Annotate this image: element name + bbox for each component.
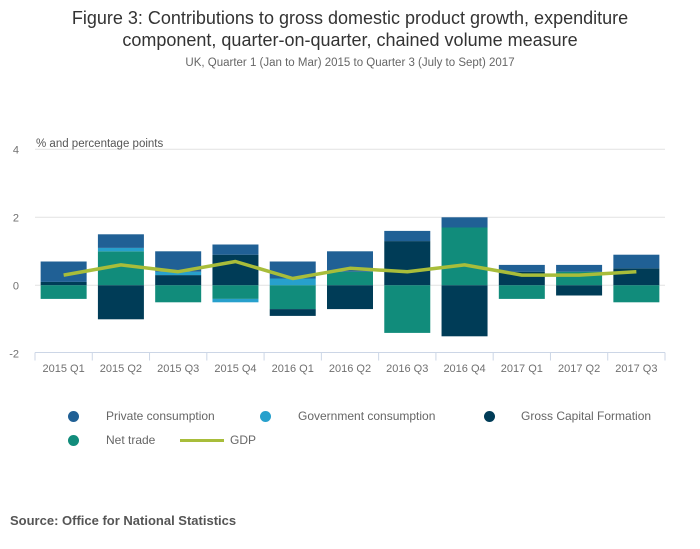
legend-item-government-consumption[interactable]: Government consumption [260, 406, 435, 426]
gdp-line-layer [63, 259, 637, 281]
bar-net-trade[interactable] [40, 285, 87, 299]
bar-gross-capital-formation[interactable] [155, 275, 202, 286]
bar-group-2015-q2 [97, 234, 144, 320]
bar-government-consumption[interactable] [212, 298, 259, 303]
bar-group-2017-q1 [498, 264, 545, 299]
x-tick-label: 2016 Q2 [329, 363, 371, 375]
legend-item-private-consumption[interactable]: Private consumption [68, 406, 215, 426]
bar-net-trade[interactable] [155, 285, 202, 303]
bar-gross-capital-formation[interactable] [441, 285, 488, 337]
bar-group-2015-q3 [155, 251, 202, 303]
y-axis-unit-label: % and percentage points [36, 138, 163, 150]
x-tick-label: 2015 Q1 [43, 363, 85, 375]
chart-title: Figure 3: Contributions to gross domesti… [0, 7, 700, 51]
legend-item-gdp[interactable]: GDP [180, 430, 256, 450]
chart-title-line-1: Figure 3: Contributions to gross domesti… [71, 8, 629, 28]
bar-net-trade[interactable] [212, 285, 259, 299]
legend-item-net-trade[interactable]: Net trade [68, 430, 155, 450]
bar-private-consumption[interactable] [441, 217, 488, 228]
bar-private-consumption[interactable] [97, 234, 144, 248]
source-note: Source: Office for National Statistics [10, 513, 237, 528]
bar-private-consumption[interactable] [40, 261, 87, 282]
bar-group-2016-q2 [327, 251, 373, 310]
x-tick-label: 2015 Q4 [214, 363, 256, 375]
bar-group-2017-q2 [556, 264, 603, 296]
bar-private-consumption[interactable] [613, 254, 660, 269]
bar-gross-capital-formation[interactable] [269, 309, 316, 316]
y-tick-label: 0 [13, 280, 19, 292]
legend-item-gross-capital-formation[interactable]: Gross Capital Formation [484, 406, 651, 426]
bar-private-consumption[interactable] [155, 251, 202, 272]
legend-label: Government consumption [298, 409, 436, 423]
bar-private-consumption[interactable] [556, 264, 603, 272]
bar-private-consumption[interactable] [498, 264, 545, 272]
x-tick-label: 2015 Q2 [100, 363, 142, 375]
x-tick-label: 2017 Q1 [501, 363, 543, 375]
bar-government-consumption[interactable] [97, 247, 144, 252]
legend-dot-icon [260, 410, 271, 422]
legend: Private consumption Government consumpti… [0, 404, 700, 454]
x-tick-label: 2017 Q3 [615, 363, 657, 375]
bar-net-trade[interactable] [613, 285, 660, 303]
bar-net-trade[interactable] [327, 271, 373, 286]
bar-private-consumption[interactable] [212, 244, 259, 255]
bar-group-2016-q1 [269, 261, 316, 316]
x-tick-label: 2017 Q2 [558, 363, 600, 375]
legend-label: Net trade [106, 433, 156, 447]
y-axis-ticks: -2 0 2 4 [9, 144, 19, 360]
x-tick-label: 2015 Q3 [157, 363, 199, 375]
x-tick-label: 2016 Q1 [272, 363, 314, 375]
chart-title-line-2: component, quarter-on-quarter, chained v… [122, 30, 578, 50]
bar-gross-capital-formation[interactable] [556, 285, 603, 296]
bar-gross-capital-formation[interactable] [613, 268, 660, 286]
legend-dot-icon [484, 410, 495, 422]
legend-label: Private consumption [106, 409, 215, 423]
bar-gross-capital-formation[interactable] [384, 241, 431, 286]
bar-net-trade[interactable] [498, 285, 545, 299]
y-tick-label: -2 [9, 348, 19, 360]
bar-group-2015-q4 [212, 244, 259, 303]
bar-group-2017-q3 [613, 254, 660, 303]
bar-group-2016-q4 [441, 217, 488, 337]
y-tick-label: 4 [13, 144, 19, 156]
legend-line-icon [180, 438, 224, 442]
bars [40, 217, 660, 337]
bar-gross-capital-formation[interactable] [327, 285, 373, 310]
bar-group-2016-q3 [384, 230, 431, 333]
bar-private-consumption[interactable] [384, 230, 431, 242]
legend-label: GDP [230, 433, 257, 447]
x-tick-label: 2016 Q4 [443, 363, 485, 375]
legend-label: Gross Capital Formation [521, 409, 652, 423]
chart-subtitle: UK, Quarter 1 (Jan to Mar) 2015 to Quart… [185, 57, 515, 69]
bar-net-trade[interactable] [384, 285, 431, 333]
x-tick-label: 2016 Q3 [386, 363, 428, 375]
bar-net-trade[interactable] [269, 285, 316, 310]
legend-dot-icon [68, 434, 79, 446]
bar-government-consumption[interactable] [269, 278, 316, 286]
bar-gross-capital-formation[interactable] [212, 254, 259, 286]
legend-dot-icon [68, 410, 79, 422]
bar-private-consumption[interactable] [327, 251, 373, 272]
bar-gross-capital-formation[interactable] [40, 281, 87, 286]
bar-net-trade[interactable] [441, 227, 488, 286]
bar-gross-capital-formation[interactable] [97, 285, 144, 320]
y-tick-label: 2 [13, 212, 19, 224]
bar-group-2015-q1 [40, 261, 87, 299]
x-axis: 2015 Q1 2015 Q2 2015 Q3 2015 Q4 2016 Q1 2016 … [34, 352, 666, 375]
